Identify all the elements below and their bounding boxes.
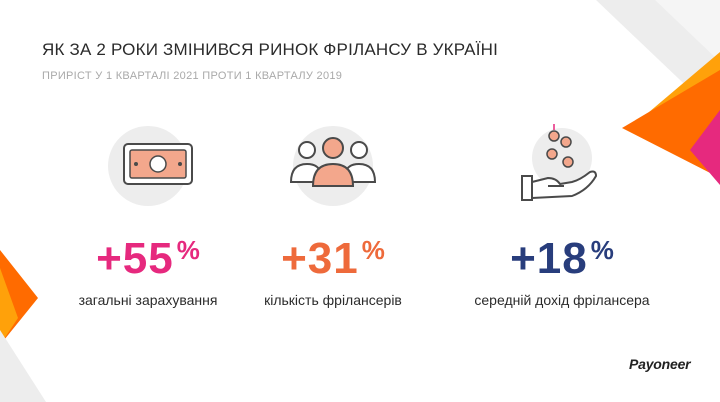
stat-label: загальні зарахування [78, 292, 218, 308]
stat-number: +18 [510, 234, 588, 283]
decor-grey-triangle-left [0, 330, 46, 402]
decor-orange-triangle-left-light [0, 268, 18, 345]
people-group-icon [273, 124, 393, 208]
stat-label: середній дохід фрілансера [474, 292, 650, 308]
stat-freelancer-count: +31% кількість фрілансерів [233, 124, 433, 308]
stat-value: +18% [462, 234, 662, 290]
stat-total-deposits: +55% загальні зарахування [48, 124, 248, 308]
percent-sign: % [361, 235, 385, 265]
percent-sign: % [590, 235, 614, 265]
stat-value: +31% [233, 234, 433, 290]
payoneer-logo: Payoneer [629, 356, 691, 372]
decor-grey-triangle-top-light [655, 0, 720, 62]
page-subtitle: ПРИРІСТ У 1 КВАРТАЛІ 2021 ПРОТИ 1 КВАРТА… [42, 70, 343, 82]
page-title: ЯК ЗА 2 РОКИ ЗМІНИВСЯ РИНОК ФРІЛАНСУ В У… [42, 40, 499, 59]
percent-sign: % [176, 235, 200, 265]
stat-number: +31 [281, 234, 359, 283]
stat-average-income: +18% середній дохід фрілансера [462, 124, 662, 308]
stat-number: +55 [96, 234, 174, 283]
hand-coins-icon [502, 124, 622, 208]
decor-pink-triangle-right [690, 110, 720, 185]
money-bill-icon [88, 124, 208, 208]
stat-label: кількість фрілансерів [264, 292, 402, 308]
stat-value: +55% [48, 234, 248, 290]
